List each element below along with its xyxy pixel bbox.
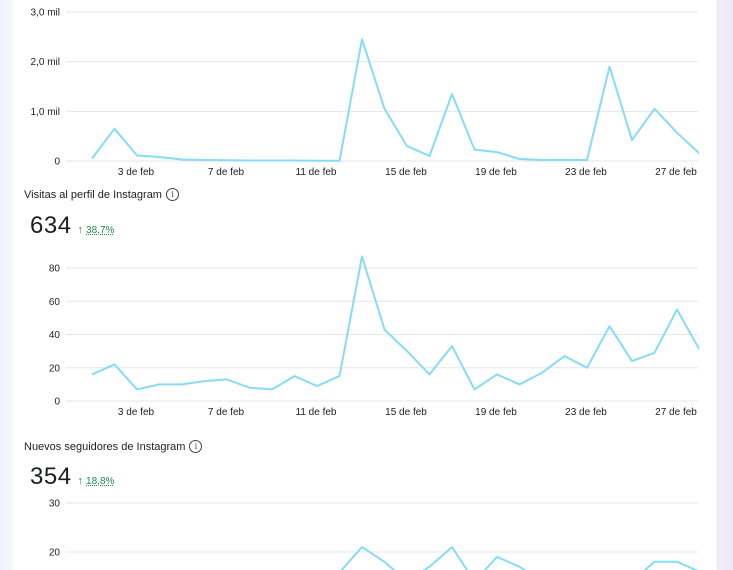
x-tick-label: 27 de feb [655, 407, 697, 418]
section-3-total: 354 [30, 463, 72, 490]
y-tick-label: 60 [49, 297, 61, 308]
x-tick-label: 27 de feb [655, 167, 697, 178]
x-tick-label: 3 de feb [118, 167, 155, 178]
section-3-title: Nuevos seguidores de Instagram i [24, 440, 203, 453]
section-2-change-value: 38,7% [86, 224, 115, 236]
y-tick-label: 0 [54, 397, 60, 408]
section-3-metric: 354 ↑ 18,8% [30, 463, 114, 491]
x-tick-label: 19 de feb [475, 167, 517, 178]
x-tick-label: 11 de feb [296, 167, 337, 178]
info-icon[interactable]: i [165, 188, 179, 201]
y-tick-label: 80 [49, 264, 61, 275]
arrow-up-icon: ↑ [77, 475, 84, 487]
section-3-title-text: Nuevos seguidores de Instagram [24, 440, 186, 453]
section-3-change-value: 18,8% [86, 475, 115, 487]
arrow-up-icon: ↑ [77, 224, 84, 236]
series-line [91, 38, 699, 162]
section-2-title: Visitas al perfil de Instagram i [24, 188, 179, 201]
section-2-change: ↑ 38,7% [78, 224, 115, 236]
x-tick-label: 23 de feb [565, 167, 607, 178]
section-2-metric: 634 ↑ 38,7% [30, 212, 114, 240]
series-line [340, 546, 699, 570]
x-tick-label: 15 de feb [385, 167, 427, 178]
series-line [91, 255, 699, 391]
x-tick-label: 3 de feb [118, 407, 155, 418]
insights-card [13, 0, 716, 570]
chart-2: 0 20 40 60 80 3 de feb 7 de feb 11 de feb 15 de … [49, 255, 699, 418]
y-tick-label: 3,0 mil [31, 8, 60, 19]
chart-1: 0 1,0 mil 2,0 mil 3,0 mil 3 de feb 7 de feb 11… [31, 8, 699, 178]
y-tick-label: 1,0 mil [31, 107, 60, 118]
y-tick-label: 20 [49, 548, 61, 559]
y-tick-label: 0 [54, 157, 60, 168]
x-tick-label: 11 de feb [296, 407, 337, 418]
x-tick-label: 15 de feb [385, 407, 427, 418]
y-tick-label: 30 [49, 499, 61, 510]
section-2-title-text: Visitas al perfil de Instagram [24, 188, 162, 201]
y-tick-label: 40 [49, 330, 61, 341]
x-tick-label: 7 de feb [208, 167, 245, 178]
y-tick-label: 2,0 mil [31, 57, 60, 68]
x-tick-label: 23 de feb [565, 407, 607, 418]
y-tick-label: 20 [49, 363, 61, 374]
section-2-total: 634 [30, 212, 72, 239]
x-tick-label: 7 de feb [208, 407, 245, 418]
info-icon[interactable]: i [189, 440, 203, 453]
x-tick-label: 19 de feb [475, 407, 517, 418]
section-3-change: ↑ 18,8% [78, 475, 115, 487]
